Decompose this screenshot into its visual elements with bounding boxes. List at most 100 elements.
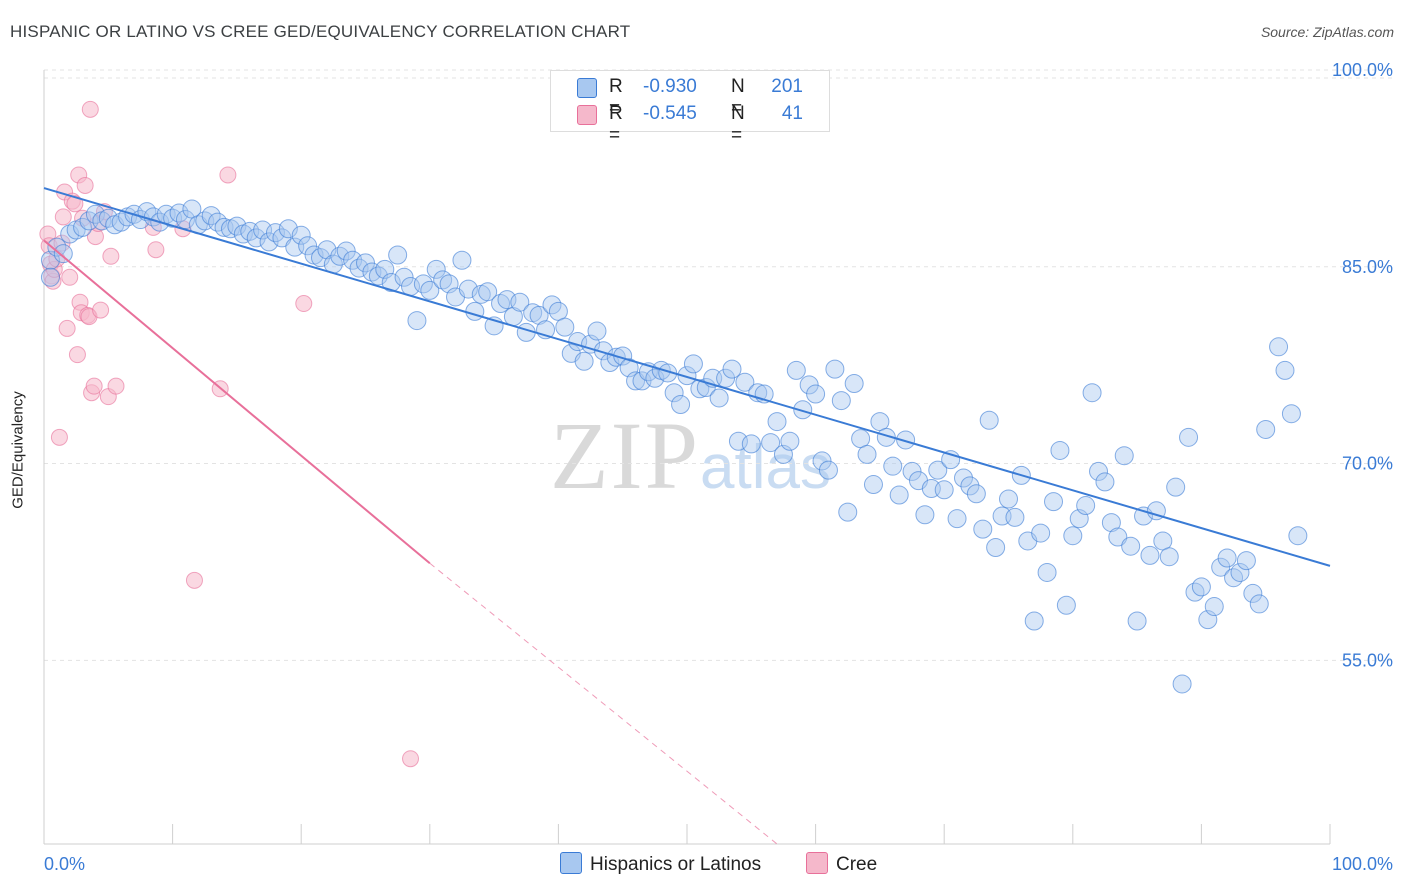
hispanic-point — [979, 410, 999, 430]
hispanic-point — [1166, 477, 1186, 497]
y-tick-label: 55.0% — [1342, 650, 1393, 670]
bottom-legend-label-hispanic: Hispanics or Latinos — [590, 854, 762, 875]
hispanic-point — [1204, 597, 1224, 617]
hispanic-point — [426, 259, 446, 279]
gridlines — [44, 69, 1395, 661]
cree-point — [219, 166, 237, 184]
hispanic-point — [1159, 547, 1179, 567]
hispanic-point — [452, 250, 472, 270]
hispanic-point — [1269, 337, 1289, 357]
y-tick-label: 100.0% — [1332, 60, 1393, 80]
hispanic-point — [953, 468, 973, 488]
hispanic-trend-line — [43, 187, 1331, 567]
hispanic-point — [1089, 461, 1109, 481]
hispanic-point — [1044, 492, 1064, 512]
hispanic-point — [1127, 611, 1147, 631]
hispanic-point — [227, 216, 247, 236]
hispanic-point — [986, 538, 1006, 558]
hispanic-point — [741, 434, 761, 454]
hispanic-point — [838, 502, 858, 522]
cree-point — [147, 241, 165, 259]
hispanic-point — [1076, 496, 1096, 516]
hispanic-point — [1230, 562, 1250, 582]
hispanic-point — [626, 371, 646, 391]
hispanic-point — [780, 431, 800, 451]
legend-r-label: R = — [609, 103, 623, 146]
hispanic-point — [394, 267, 414, 287]
bottom-legend-swatch-hispanic — [560, 852, 582, 874]
hispanic-point — [863, 475, 883, 495]
hispanic-point — [529, 305, 549, 325]
hispanic-point — [265, 223, 285, 243]
hispanic-point — [1114, 446, 1134, 466]
hispanic-point — [465, 301, 485, 321]
bottom-legend-hispanic: Hispanics or Latinos — [560, 852, 761, 876]
hispanic-point — [818, 460, 838, 480]
hispanic-point — [1140, 545, 1160, 565]
cree-point — [81, 100, 99, 118]
trend-lines — [43, 187, 1331, 845]
hispanic-point — [555, 317, 575, 337]
hispanic-point — [1256, 419, 1276, 439]
hispanic-point — [1224, 568, 1244, 588]
x-tick-label-start: 0.0% — [44, 854, 85, 874]
hispanic-point — [722, 359, 742, 379]
y-tick-label: 70.0% — [1342, 454, 1393, 474]
cree-point — [402, 750, 420, 768]
hispanic-point — [902, 461, 922, 481]
hispanic-point — [671, 395, 691, 415]
hispanic-point — [478, 282, 498, 302]
hispanic-point — [831, 391, 851, 411]
hispanic-point — [960, 476, 980, 496]
y-tick-label: 85.0% — [1342, 257, 1393, 277]
hispanic-point — [812, 451, 832, 471]
hispanic-point — [883, 456, 903, 476]
hispanic-points — [40, 199, 1308, 694]
legend-r-label: R = — [609, 76, 623, 119]
legend-n-label: N = — [731, 76, 745, 119]
source-label: Source: ZipAtlas.com — [1260, 24, 1394, 40]
correlation-legend: R = -0.930 N = 201 R = -0.545 N = 41 — [550, 70, 830, 146]
legend-swatch-cree — [577, 105, 597, 125]
cree-point — [102, 247, 120, 265]
hispanic-point — [825, 359, 845, 379]
watermark-main: ZIP — [550, 402, 700, 509]
hispanic-point — [934, 480, 954, 500]
watermark: ZIPatlas — [550, 400, 831, 511]
cree-point — [68, 346, 86, 364]
hispanic-point — [1236, 551, 1256, 571]
hispanic-point — [1249, 594, 1269, 614]
watermark-sub: atlas — [700, 433, 831, 502]
cree-point — [58, 319, 76, 337]
cree-points — [39, 100, 420, 768]
hispanic-point — [1082, 383, 1102, 403]
cree-point — [66, 195, 84, 213]
hispanic-point — [928, 460, 948, 480]
hispanic-point — [1037, 562, 1057, 582]
hispanic-point — [1024, 611, 1044, 631]
cree-point — [107, 377, 125, 395]
hispanic-point — [291, 225, 311, 245]
bottom-legend-cree: Cree — [806, 852, 877, 876]
hispanic-point — [677, 366, 697, 386]
hispanic-point — [799, 375, 819, 395]
hispanic-point — [1108, 527, 1128, 547]
hispanic-point — [664, 383, 684, 403]
legend-r-value: -0.930 — [643, 76, 697, 97]
cree-trend-line — [43, 239, 431, 565]
hispanic-point — [896, 430, 916, 450]
hispanic-point — [349, 258, 369, 278]
cree-point — [295, 295, 313, 313]
hispanic-point — [645, 368, 665, 388]
hispanic-point — [973, 519, 993, 539]
hispanic-point — [767, 412, 787, 432]
hispanic-point — [1095, 472, 1115, 492]
hispanic-point — [420, 280, 440, 300]
hispanic-point — [574, 351, 594, 371]
hispanic-point — [735, 372, 755, 392]
hispanic-point — [356, 253, 375, 273]
hispanic-point — [246, 228, 266, 248]
hispanic-point — [388, 245, 408, 265]
tick-labels: 55.0% 70.0% 85.0% 100.0% 0.0% 100.0% — [44, 60, 1393, 874]
